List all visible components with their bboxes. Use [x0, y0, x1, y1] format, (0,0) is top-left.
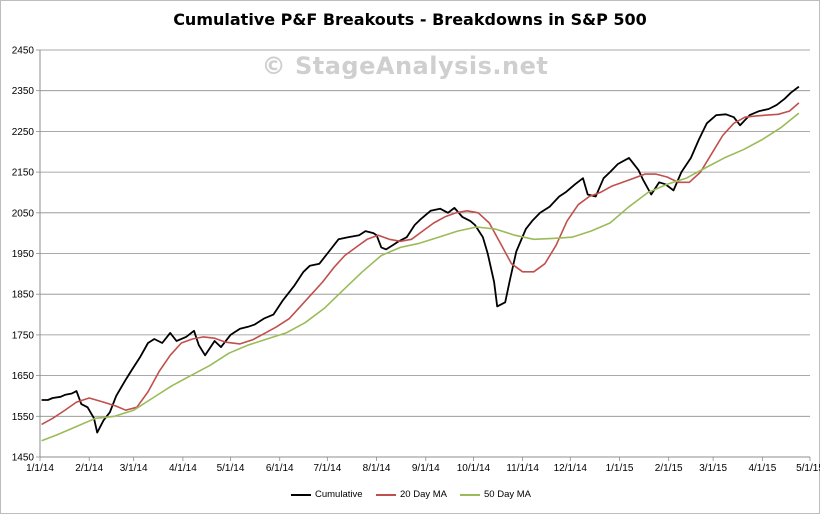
legend-swatch-20-day-ma — [376, 493, 396, 496]
y-tick-label: 1550 — [12, 412, 35, 423]
x-tick-label: 4/1/15 — [748, 463, 776, 474]
x-tick-label: 7/1/14 — [313, 463, 341, 474]
legend: Cumulative 20 Day MA 50 Day MA — [0, 489, 820, 503]
y-tick-label: 1950 — [12, 249, 35, 260]
x-tick-label: 12/1/14 — [554, 463, 588, 474]
x-tick-label: 8/1/14 — [363, 463, 391, 474]
x-tick-label: 1/1/14 — [26, 463, 54, 474]
legend-item-50-day-ma: 50 Day MA — [460, 489, 531, 500]
legend-swatch-cumulative — [291, 493, 311, 496]
x-tick-label: 6/1/14 — [266, 463, 294, 474]
gridlines — [40, 49, 810, 417]
y-tick-label: 2050 — [12, 208, 35, 219]
chart-title: Cumulative P&F Breakouts - Breakdowns in… — [173, 10, 647, 29]
series-line-50-day-ma — [41, 112, 800, 442]
x-tick-label: 9/1/14 — [412, 463, 440, 474]
y-tick-label: 2150 — [12, 168, 35, 179]
y-tick-label: 2350 — [12, 86, 35, 97]
x-tick-label: 5/1/15 — [796, 463, 820, 474]
legend-label-cumulative: Cumulative — [315, 489, 363, 500]
x-tick-label: 1/1/15 — [606, 463, 634, 474]
x-tick-label: 3/1/14 — [120, 463, 148, 474]
x-tick-label: 2/1/14 — [75, 463, 103, 474]
x-tick-label: 5/1/14 — [217, 463, 245, 474]
x-tick-label: 2/1/15 — [655, 463, 683, 474]
legend-item-20-day-ma: 20 Day MA — [376, 489, 447, 500]
legend-swatch-50-day-ma — [460, 493, 480, 496]
y-tick-label: 2450 — [12, 46, 35, 57]
y-tick-label: 1650 — [12, 371, 35, 382]
legend-label-20-day-ma: 20 Day MA — [400, 489, 447, 500]
y-tick-label: 1750 — [12, 330, 35, 341]
series-line-cumulative — [41, 85, 800, 434]
y-tick-label: 1850 — [12, 290, 35, 301]
x-axis-ticks: 1/1/14 2/1/14 3/1/14 4/1/14 5/1/14 6/1/14 7/1/… — [26, 463, 820, 474]
y-axis-ticks: 1450 1550 1650 1750 1850 1950 2050 2150 2250 2350… — [12, 46, 35, 464]
x-tick-label: 10/1/14 — [457, 463, 491, 474]
series-line-20-day-ma — [41, 102, 800, 426]
series-lines — [41, 85, 800, 442]
y-tick-label: 1450 — [12, 453, 35, 464]
legend-label-50-day-ma: 50 Day MA — [484, 489, 531, 500]
legend-item-cumulative: Cumulative — [291, 489, 363, 500]
axes — [36, 49, 811, 461]
x-tick-label: 4/1/14 — [169, 463, 197, 474]
x-tick-label: 3/1/15 — [699, 463, 727, 474]
y-tick-label: 2250 — [12, 127, 35, 138]
x-tick-label: 11/1/14 — [506, 463, 539, 474]
watermark: © StageAnalysis.net — [261, 52, 549, 80]
